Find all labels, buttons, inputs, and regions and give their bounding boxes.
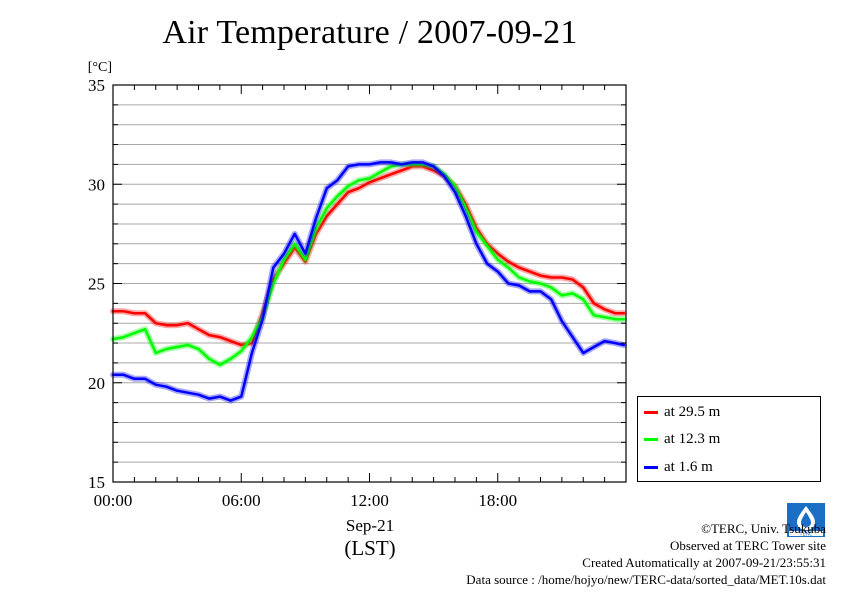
y-tick-label: 15 bbox=[88, 473, 105, 492]
footer-created: Created Automatically at 2007-09-21/23:5… bbox=[582, 555, 826, 570]
y-tick-label: 20 bbox=[88, 374, 105, 393]
legend-swatch-red bbox=[644, 410, 658, 414]
series-line-1 bbox=[111, 163, 626, 367]
y-tick-label: 35 bbox=[88, 76, 105, 95]
legend-label-29-5m: at 29.5 m bbox=[664, 403, 721, 420]
terc-logo-icon: TERC bbox=[787, 503, 825, 537]
chart-legend: at 29.5 m at 12.3 m at 1.6 m bbox=[637, 396, 821, 482]
y-tick-label: 25 bbox=[88, 275, 105, 294]
legend-swatch-green bbox=[644, 437, 658, 441]
y-axis-unit: [°C] bbox=[88, 60, 112, 75]
x-tick-label: 00:00 bbox=[94, 491, 133, 510]
footer-copyright: ©TERC, Univ. Tsukuba bbox=[701, 521, 826, 536]
x-tick-label: 12:00 bbox=[350, 491, 389, 510]
footer-observed: Observed at TERC Tower site bbox=[669, 538, 826, 553]
series-line-2 bbox=[111, 161, 626, 402]
legend-swatch-blue bbox=[644, 465, 658, 469]
legend-item-1-6m: at 1.6 m bbox=[644, 457, 713, 477]
footer-source: Data source : /home/hojyo/new/TERC-data/… bbox=[466, 572, 826, 587]
x-tick-label: 18:00 bbox=[478, 491, 517, 510]
x-axis-unit: (LST) bbox=[344, 536, 395, 560]
x-axis-date: Sep-21 bbox=[346, 516, 394, 535]
x-tick-label: 06:00 bbox=[222, 491, 261, 510]
series-line-0 bbox=[111, 165, 626, 347]
legend-label-1-6m: at 1.6 m bbox=[664, 458, 713, 475]
legend-item-12-3m: at 12.3 m bbox=[644, 429, 720, 449]
legend-item-29-5m: at 29.5 m bbox=[644, 402, 720, 422]
legend-label-12-3m: at 12.3 m bbox=[664, 430, 721, 447]
svg-text:TERC: TERC bbox=[799, 532, 813, 538]
page-title: Air Temperature / 2007-09-21 bbox=[162, 14, 578, 51]
y-tick-label: 30 bbox=[88, 175, 105, 194]
